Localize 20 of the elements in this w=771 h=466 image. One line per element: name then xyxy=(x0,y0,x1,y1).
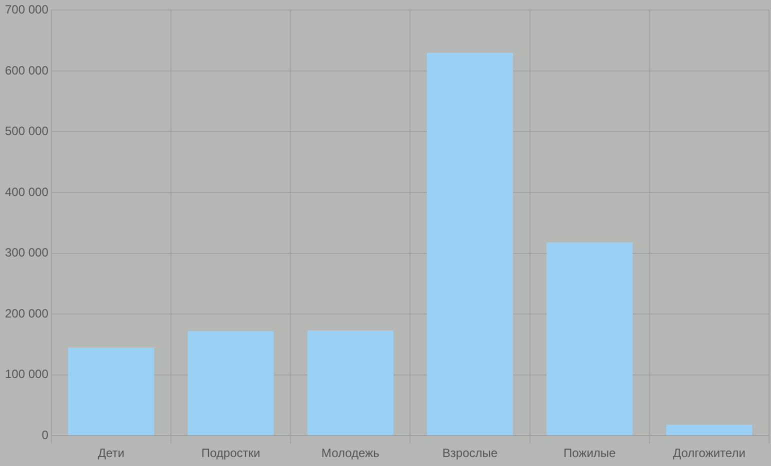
y-tick-label: 200 000 xyxy=(4,306,49,320)
y-tick-label: 400 000 xyxy=(4,184,49,199)
bar xyxy=(546,242,633,436)
x-tick-label: Дети xyxy=(98,446,124,460)
bar xyxy=(307,330,394,436)
y-tick-label: 700 000 xyxy=(4,2,49,17)
y-tick-label: 0 xyxy=(42,428,49,442)
bar xyxy=(68,347,154,436)
x-tick-label: Молодежь xyxy=(321,446,380,460)
bar xyxy=(666,424,752,436)
bar xyxy=(426,52,514,436)
bar xyxy=(188,331,274,436)
x-tick-label: Долгожители xyxy=(672,446,746,460)
y-tick-label: 300 000 xyxy=(4,246,49,260)
y-tick-label: 600 000 xyxy=(4,63,49,78)
y-tick-label: 100 000 xyxy=(4,367,49,382)
x-tick-label: Взрослые xyxy=(442,446,498,460)
y-tick-label: 500 000 xyxy=(4,124,49,138)
x-tick-label: Подростки xyxy=(201,446,260,460)
x-tick-label: Пожилые xyxy=(563,446,616,460)
